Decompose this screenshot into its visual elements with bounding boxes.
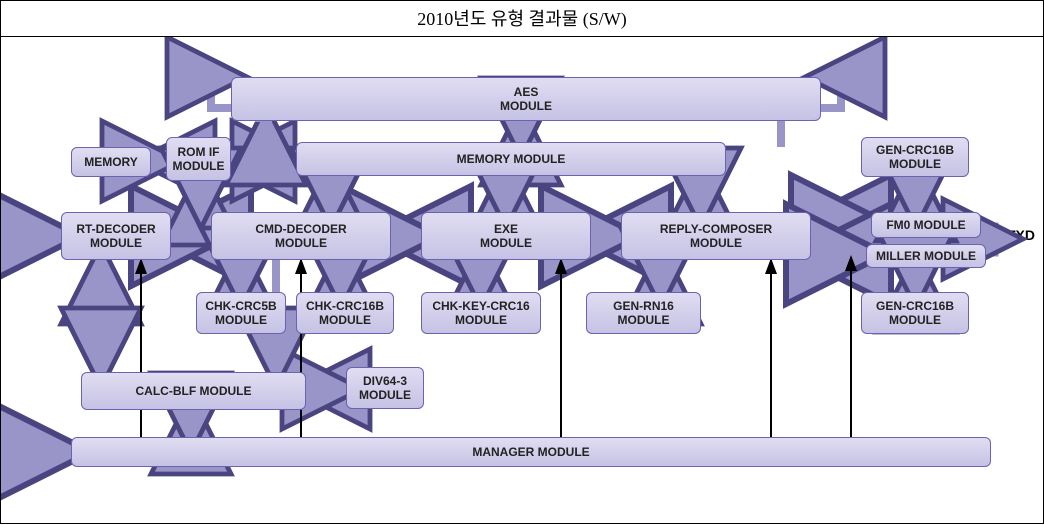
node-chkcrc16: CHK-CRC16B MODULE [296,292,394,334]
node-div64: DIV64-3 MODULE [346,367,424,409]
node-manager: MANAGER MODULE [71,437,991,467]
node-memmod: MEMORY MODULE [296,142,726,176]
io-txd: TXD [1007,227,1035,243]
node-memory: MEMORY [71,147,151,177]
io-rxd: RXD [15,223,45,239]
node-genrn16: GEN-RN16 MODULE [586,292,701,334]
io-clk: CLK [15,439,44,455]
node-gencrc2: GEN-CRC16B MODULE [861,292,969,334]
node-romif: ROM IF MODULE [166,137,231,181]
canvas: RXD TXD CLK [1,37,1043,523]
node-cmddec: CMD-DECODER MODULE [211,212,391,260]
node-fm0: FM0 MODULE [871,212,981,238]
node-reply: REPLY-COMPOSER MODULE [621,212,811,260]
title-bar: 2010년도 유형 결과물 (S/W) [1,1,1043,37]
node-miller: MILLER MODULE [866,244,986,268]
node-aes: AES MODULE [231,77,821,121]
node-chkcrc5: CHK-CRC5B MODULE [196,292,286,334]
node-exe: EXE MODULE [421,212,591,260]
node-calcblf: CALC-BLF MODULE [81,372,306,410]
node-chkkey: CHK-KEY-CRC16 MODULE [421,292,541,334]
diagram-frame: 2010년도 유형 결과물 (S/W) RXD TXD CLK [0,0,1044,524]
node-gencrc1: GEN-CRC16B MODULE [861,137,969,177]
node-rtdec: RT-DECODER MODULE [61,212,171,260]
